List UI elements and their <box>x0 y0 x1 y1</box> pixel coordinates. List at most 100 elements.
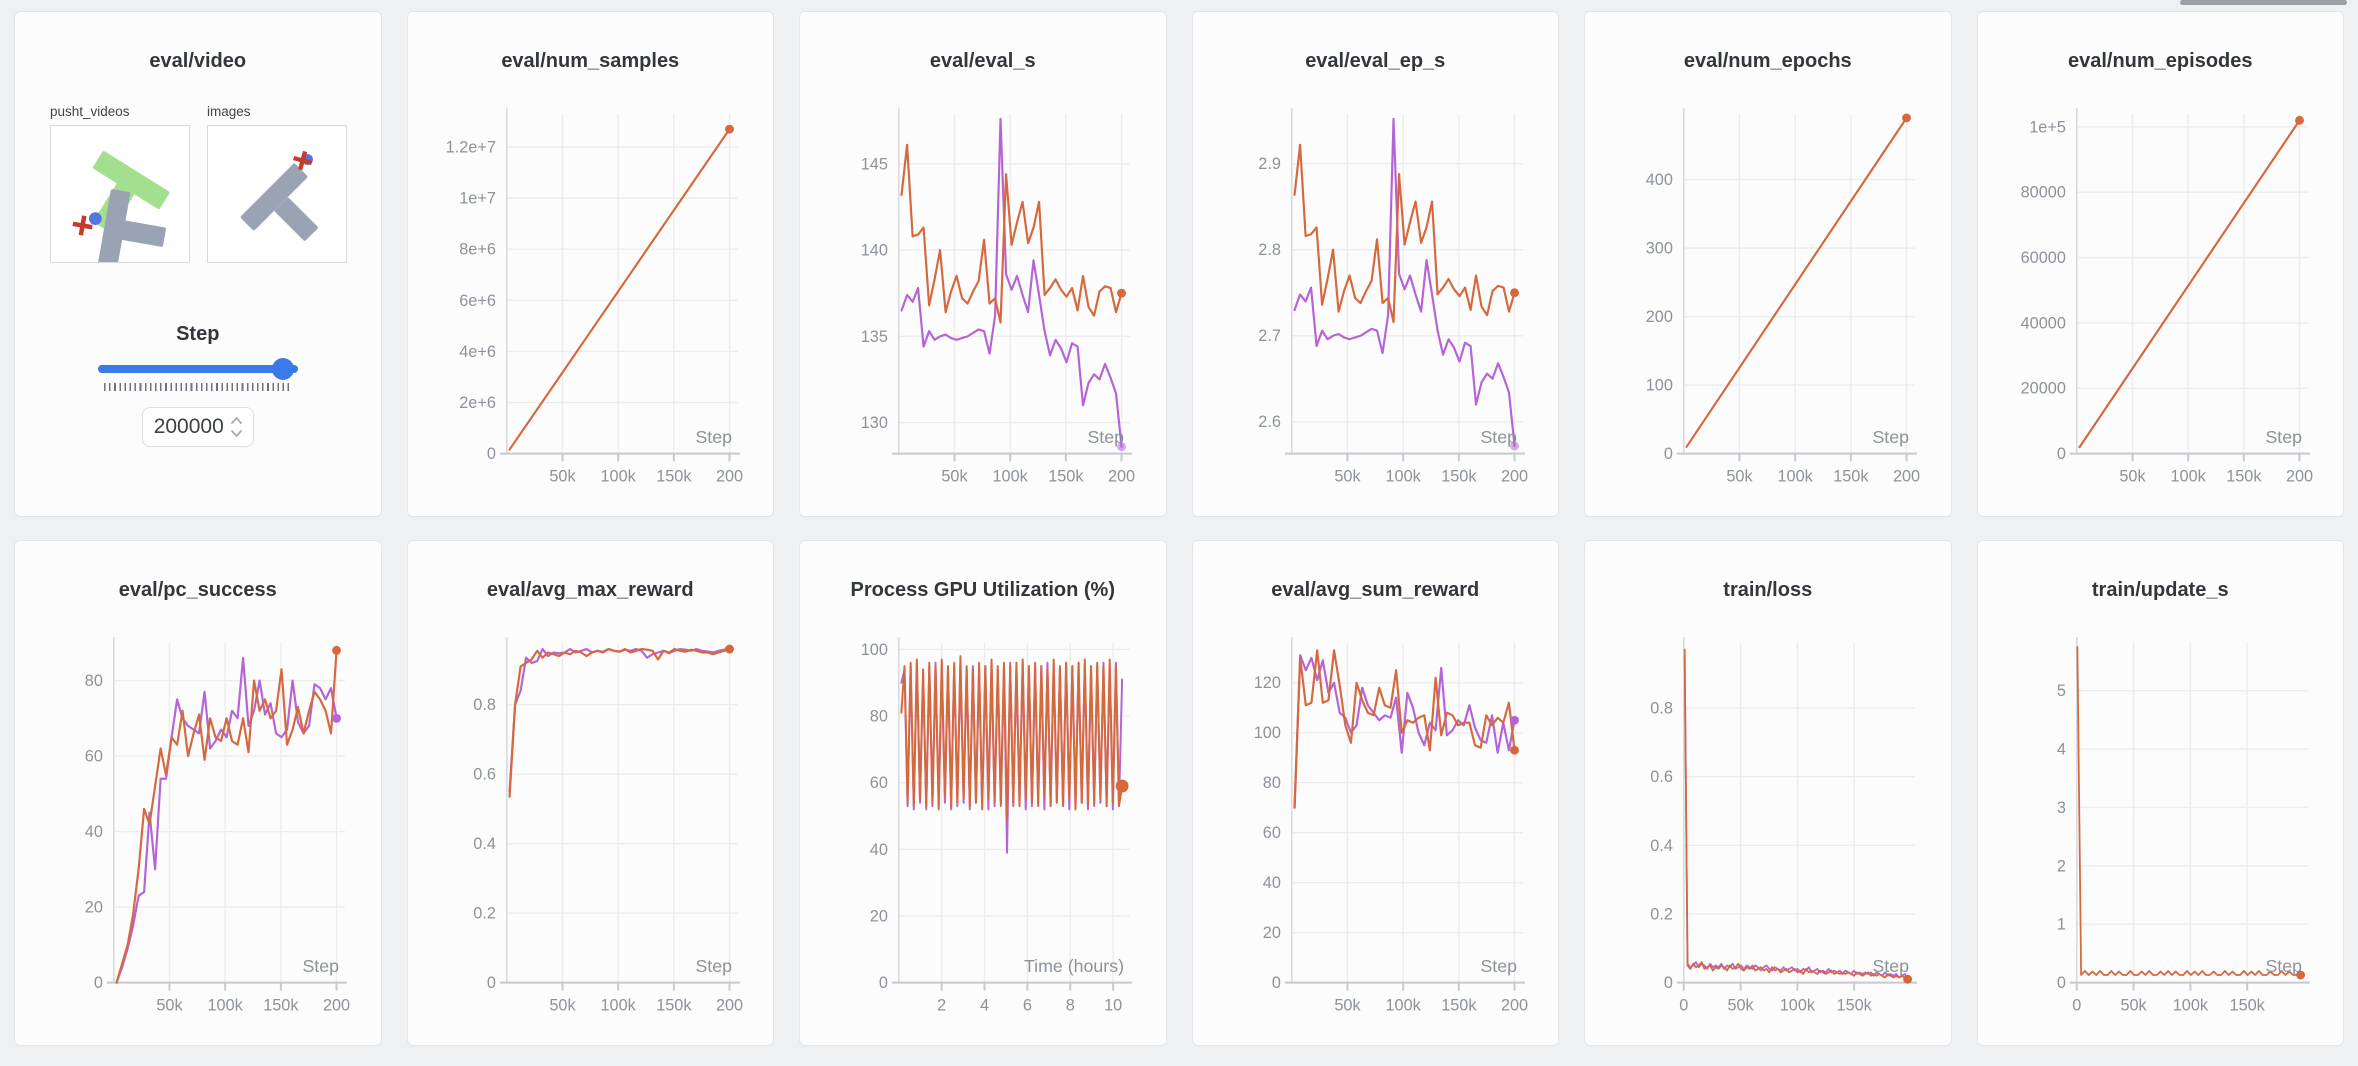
x-axis-label: Step <box>1480 956 1517 976</box>
svg-text:200: 200 <box>1893 467 1920 485</box>
svg-text:0.8: 0.8 <box>1650 699 1673 717</box>
x-axis-label: Step <box>695 956 732 976</box>
panel-title: train/loss <box>1723 579 1813 601</box>
svg-text:100: 100 <box>1253 724 1280 742</box>
svg-text:100: 100 <box>861 641 888 659</box>
pusht-image-frame-icon <box>240 150 318 241</box>
svg-text:20: 20 <box>85 899 103 917</box>
svg-text:0: 0 <box>1271 974 1280 992</box>
chart-eval-eval-s: 50k 100k 150k 200 130 135 140 145 Step <box>861 107 1135 485</box>
x-axis-label: Step <box>1480 427 1517 447</box>
svg-text:80: 80 <box>870 708 888 726</box>
pusht-video-thumbnail[interactable] <box>50 125 190 263</box>
svg-text:10: 10 <box>1104 996 1122 1014</box>
svg-text:200: 200 <box>715 467 742 485</box>
step-value[interactable]: 200000 <box>153 415 224 438</box>
panel-eval-avg-sum-reward[interactable]: eval/avg_sum_reward 50k 100k 150k 200 0 20 40 60… <box>1191 540 1559 1046</box>
series-end-marker <box>1902 113 1911 123</box>
svg-text:150k: 150k <box>656 467 692 485</box>
panel-title: eval/eval_s <box>929 50 1036 72</box>
panel-eval-pc-success[interactable]: eval/pc_success 50k 100k 150k 200 0 20 40 60 80 St… <box>14 540 382 1046</box>
series-end-marker <box>1509 715 1519 725</box>
svg-text:2.8: 2.8 <box>1258 241 1281 259</box>
panel-title: eval/avg_max_reward <box>486 579 694 601</box>
svg-text:2: 2 <box>2056 857 2065 875</box>
series-end-marker <box>724 644 734 654</box>
step-number-input[interactable]: 200000 <box>141 407 254 447</box>
svg-text:50k: 50k <box>1334 467 1361 485</box>
svg-text:1e+7: 1e+7 <box>459 190 496 208</box>
chart-eval-num-epochs: 50k 100k 150k 200 0 100 200 300 400 Step <box>1646 107 1920 485</box>
blue-agent-dot <box>88 212 102 226</box>
series-end-marker <box>1117 442 1126 452</box>
slider-handle[interactable] <box>271 358 294 380</box>
svg-text:0.4: 0.4 <box>1650 837 1673 855</box>
panel-process-gpu-utilization[interactable]: Process GPU Utilization (%) 2 4 6 8 10 0 20 40 60… <box>799 540 1167 1046</box>
svg-text:50k: 50k <box>1727 996 1754 1014</box>
red-cross-icon <box>72 215 93 236</box>
panel-eval-avg-max-reward[interactable]: eval/avg_max_reward 50k 100k 150k 200 0 0.2 0.4… <box>406 540 774 1046</box>
svg-text:40: 40 <box>870 841 888 859</box>
svg-text:80: 80 <box>85 672 103 690</box>
svg-text:0: 0 <box>1664 445 1673 463</box>
x-axis-label: Step <box>302 956 339 976</box>
svg-text:20: 20 <box>870 907 888 925</box>
images-thumbnail[interactable] <box>207 125 347 263</box>
svg-text:6e+6: 6e+6 <box>459 292 496 310</box>
svg-text:100k: 100k <box>208 996 244 1014</box>
series-end-marker <box>1509 441 1519 451</box>
panel-eval-eval-s[interactable]: eval/eval_s 50k 100k 150k 200 130 135 140 145 Ste… <box>799 11 1167 517</box>
panel-eval-num-episodes[interactable]: eval/num_episodes 50k 100k 150k 200 0 20000 400… <box>1976 11 2344 517</box>
svg-text:50k: 50k <box>156 996 183 1014</box>
slider-track[interactable] <box>97 365 298 373</box>
svg-text:80000: 80000 <box>2020 184 2065 202</box>
svg-text:50k: 50k <box>2120 996 2147 1014</box>
svg-text:200: 200 <box>1108 467 1135 485</box>
svg-text:120: 120 <box>1253 674 1280 692</box>
panel-eval-num-samples[interactable]: eval/num_samples 50k 100k 150k 200 0 2e+6 4e+6 6… <box>406 11 774 517</box>
chart-train-loss: 0 50k 100k 150k 0 0.2 0.4 0.6 0.8 Step <box>1650 636 1917 1014</box>
svg-text:100k: 100k <box>600 996 636 1014</box>
series-end-marker <box>1509 288 1519 298</box>
svg-text:150k: 150k <box>1048 467 1084 485</box>
svg-text:100k: 100k <box>600 467 636 485</box>
svg-text:4: 4 <box>980 996 989 1014</box>
horizontal-scrollbar[interactable] <box>2180 0 2347 5</box>
svg-text:150k: 150k <box>2226 467 2262 485</box>
x-axis-label: Step <box>2265 956 2302 976</box>
panel-eval-eval-ep-s[interactable]: eval/eval_ep_s 50k 100k 150k 200 2.6 2.7 2.8 2.9… <box>1191 11 1559 517</box>
svg-text:100k: 100k <box>2170 467 2206 485</box>
spinner-arrows-icon[interactable] <box>230 414 242 440</box>
chart-eval-avg-max-reward: 50k 100k 150k 200 0 0.2 0.4 0.6 0.8 Step <box>473 636 743 1014</box>
media-row: pusht_videos <box>50 104 381 263</box>
svg-text:50k: 50k <box>2119 467 2146 485</box>
svg-text:0.6: 0.6 <box>1650 768 1673 786</box>
svg-text:150k: 150k <box>1833 467 1869 485</box>
svg-text:100k: 100k <box>1385 996 1421 1014</box>
panel-eval-num-epochs[interactable]: eval/num_epochs 50k 100k 150k 200 0 100 200 300 4… <box>1584 11 1952 517</box>
svg-text:150k: 150k <box>1837 996 1873 1014</box>
svg-text:1.2e+7: 1.2e+7 <box>445 138 495 156</box>
media-pusht-videos: pusht_videos <box>50 104 190 263</box>
panel-train-loss[interactable]: train/loss 0 50k 100k 150k 0 0.2 0.4 0.6 0.8 Step <box>1584 540 1952 1046</box>
panel-eval-video[interactable]: eval/video pusht_videos <box>14 11 382 517</box>
svg-text:400: 400 <box>1646 171 1673 189</box>
svg-text:150k: 150k <box>1441 467 1477 485</box>
svg-text:8e+6: 8e+6 <box>459 241 496 259</box>
svg-text:100k: 100k <box>1778 467 1814 485</box>
panel-train-update-s[interactable]: train/update_s 0 50k 100k 150k 0 1 2 3 4 5 Step <box>1976 540 2344 1046</box>
svg-text:60: 60 <box>870 774 888 792</box>
step-slider[interactable] <box>97 358 298 380</box>
svg-text:300: 300 <box>1646 240 1673 258</box>
svg-text:200: 200 <box>1500 467 1527 485</box>
chart-eval-num-episodes: 50k 100k 150k 200 0 20000 40000 60000 80000 1e+5 S… <box>2020 107 2313 485</box>
svg-text:135: 135 <box>861 328 888 346</box>
panel-title: eval/num_epochs <box>1683 50 1852 72</box>
chart-train-update-s: 0 50k 100k 150k 0 1 2 3 4 5 Step <box>2056 636 2310 1014</box>
svg-text:0: 0 <box>486 974 495 992</box>
svg-text:100k: 100k <box>2172 996 2208 1014</box>
svg-text:0.2: 0.2 <box>1650 905 1673 923</box>
